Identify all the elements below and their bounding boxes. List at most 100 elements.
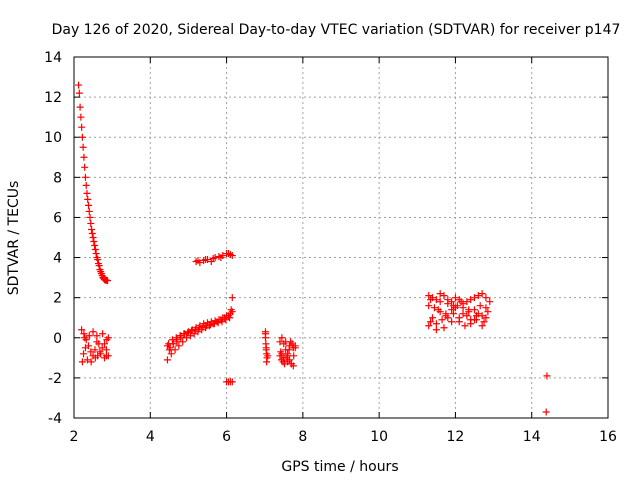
data-point — [434, 306, 442, 314]
data-point — [290, 352, 298, 360]
data-point — [282, 354, 290, 362]
data-point — [84, 201, 92, 209]
data-point — [484, 308, 492, 316]
data-point — [277, 356, 285, 364]
data-point — [93, 332, 101, 340]
data-point — [91, 246, 99, 254]
data-point — [166, 344, 174, 352]
data-point — [448, 298, 456, 306]
data-point — [263, 358, 271, 366]
data-point — [98, 344, 106, 352]
data-point — [81, 344, 89, 352]
data-point — [80, 350, 88, 358]
data-point — [77, 113, 85, 121]
data-point — [92, 250, 100, 258]
data-point — [84, 195, 92, 203]
plot-frame — [73, 56, 609, 419]
data-point — [228, 252, 236, 260]
y-tick-label: 2 — [53, 291, 62, 307]
data-point — [191, 326, 199, 334]
data-point — [203, 322, 211, 330]
y-axis-label: SDTVAR / TECUs — [6, 181, 22, 296]
data-point — [543, 372, 551, 380]
axis-ticks: 2 4 6 8 10 12 14 16 -4 -2 0 2 4 6 8 10 12 14 — [44, 50, 617, 445]
data-point — [217, 254, 225, 262]
y-tick-label: 0 — [53, 331, 62, 347]
data-point — [442, 312, 450, 320]
x-tick-label: 14 — [523, 429, 541, 445]
data-point — [429, 314, 437, 322]
data-point — [83, 189, 91, 197]
data-point — [209, 255, 217, 263]
data-point — [471, 294, 478, 302]
x-tick-label: 10 — [370, 429, 388, 445]
data-point — [76, 103, 84, 111]
data-point — [163, 356, 171, 364]
data-point — [457, 298, 465, 306]
data-point — [482, 314, 490, 322]
x-tick-label: 2 — [70, 429, 79, 445]
data-point — [104, 277, 112, 285]
data-point — [278, 334, 286, 342]
x-tick-label: 4 — [146, 429, 155, 445]
data-point — [448, 318, 456, 326]
data-point — [228, 378, 236, 386]
x-tick-label: 6 — [222, 429, 231, 445]
data-point — [228, 294, 236, 302]
data-point — [425, 322, 433, 330]
data-point — [448, 306, 456, 314]
data-point — [482, 304, 490, 312]
data-point — [542, 408, 550, 416]
data-point — [78, 133, 86, 141]
data-point — [226, 310, 234, 318]
data-point — [80, 330, 88, 338]
y-tick-label: 6 — [53, 210, 62, 226]
data-point — [451, 294, 459, 302]
data-point — [89, 234, 97, 241]
data-point — [90, 238, 98, 246]
data-point — [427, 296, 435, 304]
data-point — [459, 310, 467, 318]
data-point — [88, 225, 96, 233]
data-point — [79, 143, 87, 151]
data-point — [75, 81, 83, 89]
data-point — [167, 350, 175, 358]
data-point — [91, 242, 99, 250]
data-point — [87, 358, 95, 366]
data-point — [194, 257, 202, 265]
y-tick-label: -4 — [48, 411, 62, 427]
data-point — [173, 338, 181, 346]
data-point — [86, 213, 94, 221]
y-tick-label: -2 — [48, 371, 62, 387]
data-point — [476, 302, 484, 310]
y-tick-label: 4 — [53, 251, 62, 267]
data-point — [291, 344, 299, 352]
data-point — [287, 360, 295, 368]
data-point — [81, 163, 89, 171]
data-point — [438, 316, 446, 324]
x-axis-label: GPS time / hours — [281, 459, 398, 475]
data-point — [450, 302, 458, 310]
data-point — [102, 346, 110, 354]
data-point — [184, 329, 192, 337]
data-point — [214, 319, 222, 327]
data-point — [436, 298, 444, 306]
data-point — [284, 350, 292, 358]
data-point — [218, 318, 226, 326]
data-point — [465, 306, 473, 314]
data-point — [87, 348, 95, 356]
data-point — [95, 262, 103, 270]
data-point — [85, 207, 93, 215]
data-point — [478, 322, 486, 330]
x-tick-label: 16 — [599, 429, 617, 445]
data-point — [97, 350, 105, 358]
data-point — [85, 332, 93, 340]
data-point — [427, 318, 435, 326]
data-point — [93, 338, 101, 346]
data-point — [276, 352, 284, 360]
data-point — [262, 346, 270, 354]
data-point — [169, 340, 177, 348]
data-point — [432, 326, 440, 334]
data-point — [104, 334, 112, 342]
data-point — [227, 306, 235, 314]
